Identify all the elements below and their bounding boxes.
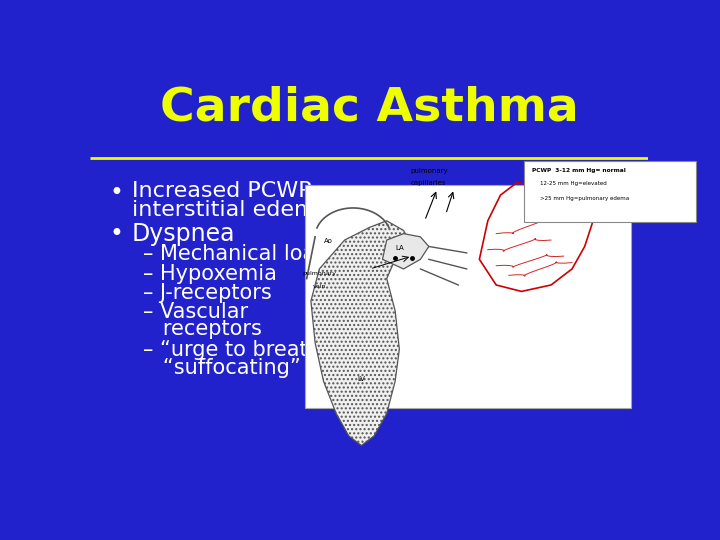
Text: – J-receptors: – J-receptors — [143, 282, 271, 303]
Text: – Mechanical load: – Mechanical load — [143, 245, 328, 265]
Text: PCWP  3-12 mm Hg= normal: PCWP 3-12 mm Hg= normal — [532, 168, 626, 173]
Text: LA: LA — [395, 245, 404, 251]
Text: – Vascular: – Vascular — [143, 302, 248, 322]
FancyBboxPatch shape — [305, 185, 631, 408]
Text: interstitial edema,: interstitial edema, — [132, 200, 336, 220]
Text: receptors: receptors — [143, 319, 262, 339]
Text: •: • — [109, 181, 123, 205]
Text: Cardiac Asthma: Cardiac Asthma — [160, 86, 578, 131]
Text: Dyspnea: Dyspnea — [132, 222, 235, 246]
Polygon shape — [382, 234, 429, 269]
Text: Ao: Ao — [323, 238, 333, 244]
Text: – “urge to breathe,”: – “urge to breathe,” — [143, 341, 351, 361]
Text: vein: vein — [312, 284, 326, 289]
Text: >25 mm Hg=pulmonary edema: >25 mm Hg=pulmonary edema — [541, 196, 630, 201]
Text: •: • — [109, 222, 123, 246]
Text: – Hypoxemia: – Hypoxemia — [143, 264, 277, 284]
Text: capillaries: capillaries — [411, 180, 446, 186]
Text: Increased PCWP →: Increased PCWP → — [132, 181, 337, 201]
FancyBboxPatch shape — [523, 161, 696, 222]
Text: pulmonary: pulmonary — [302, 272, 336, 276]
Text: LV: LV — [357, 376, 365, 382]
Text: “suffocating”: “suffocating” — [143, 359, 301, 379]
Text: pulmonary: pulmonary — [410, 167, 448, 174]
Polygon shape — [311, 221, 412, 446]
Text: 12-25 mm Hg=elevated: 12-25 mm Hg=elevated — [541, 181, 607, 186]
